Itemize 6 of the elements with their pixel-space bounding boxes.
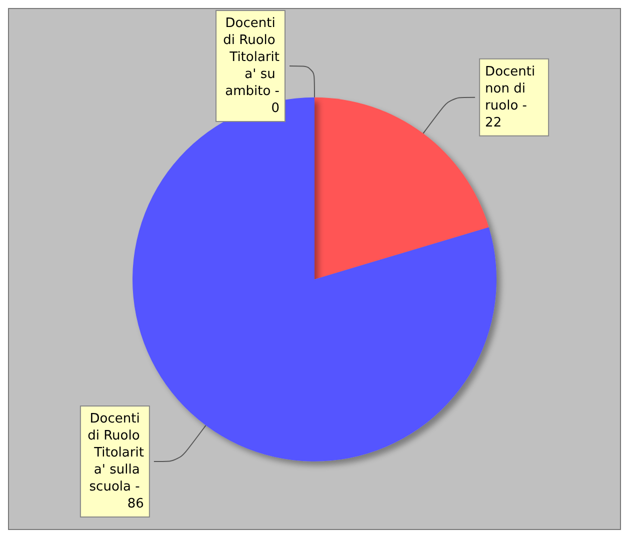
text: 0 (271, 101, 280, 116)
slice-label: Docenti non di ruolo - (485, 64, 540, 114)
slice-label: Docenti di Ruolo Titolarita' sulla scuola - (88, 411, 144, 494)
data-label: 86 (127, 496, 144, 512)
data-label: 22 (485, 115, 502, 130)
category-label: Docenti di Ruolo Titolarita' su ambito - (223, 16, 280, 99)
